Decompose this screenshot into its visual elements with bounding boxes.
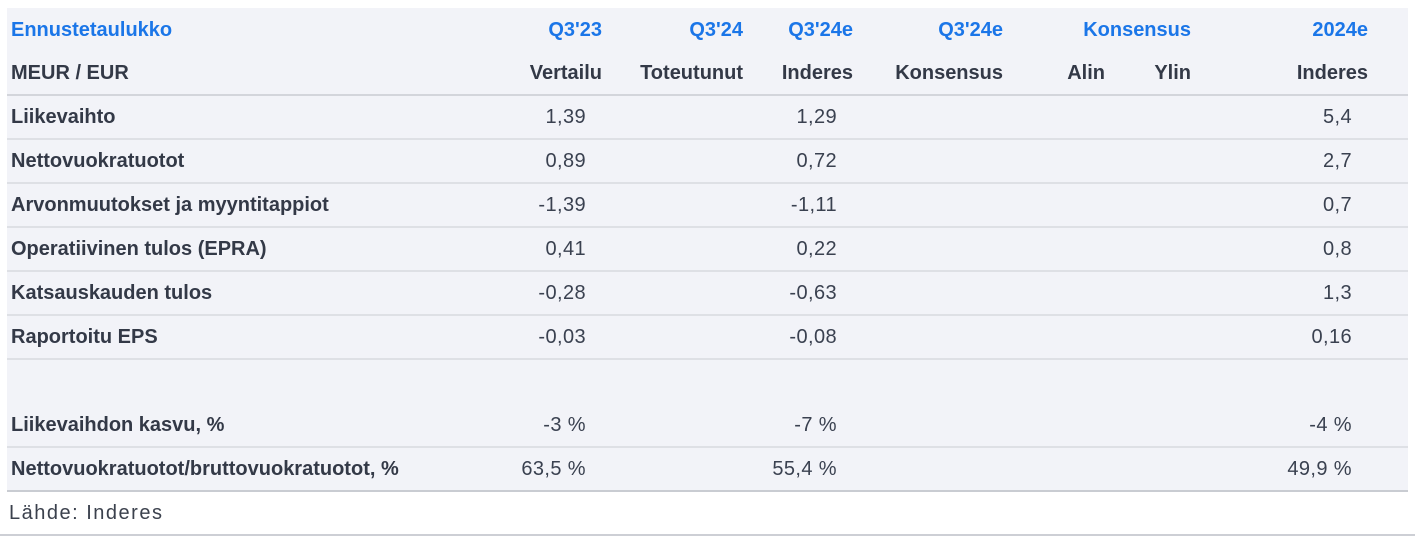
unit-label: MEUR / EUR: [11, 61, 129, 84]
cell-inderes-q3: -0,63: [789, 282, 837, 304]
cell-inderes-2024: 0,8: [1322, 238, 1352, 260]
cell-alin: [1005, 272, 1107, 314]
table-row-liikevaihdon-kasvu: Liikevaihdon kasvu, % -3 % -7 % -4 %: [7, 404, 1408, 448]
cell-alin: [1005, 96, 1107, 138]
col-header-q3-24: Q3'24: [689, 18, 743, 41]
cell-alin: [1005, 140, 1107, 182]
table-row-raportoitu-eps: Raportoitu EPS -0,03 -0,08 0,16: [7, 316, 1408, 360]
cell-vertailu: -3 %: [543, 414, 586, 436]
table-row-operatiivinen-tulos: Operatiivinen tulos (EPRA) 0,41 0,22 0,8: [7, 228, 1408, 272]
empty-spacer-row: [7, 360, 1408, 404]
table-header: Ennustetaulukko Q3'23 Q3'24 Q3'24e Q3'24…: [7, 8, 1408, 96]
cell-toteutunut: [604, 316, 745, 358]
cell-konsensus: [855, 228, 1005, 270]
subheader-konsensus: Konsensus: [895, 61, 1003, 84]
row-label: Arvonmuutokset ja myyntitappiot: [11, 194, 329, 216]
cell-ylin: [1107, 184, 1193, 226]
col-header-q3-24e-inderes: Q3'24e: [788, 18, 853, 41]
cell-vertailu: -0,03: [538, 326, 586, 348]
cell-konsensus: [855, 96, 1005, 138]
cell-vertailu: -0,28: [538, 282, 586, 304]
col-header-2024e: 2024e: [1312, 18, 1368, 41]
table-row-liikevaihto: Liikevaihto 1,39 1,29 5,4: [7, 96, 1408, 140]
cell-inderes-q3: 0,22: [796, 238, 837, 260]
cell-toteutunut: [604, 228, 745, 270]
cell-ylin: [1107, 448, 1193, 490]
cell-inderes-q3: 0,72: [796, 150, 837, 172]
header-row-periods: Ennustetaulukko Q3'23 Q3'24 Q3'24e Q3'24…: [7, 8, 1408, 51]
cell-vertailu: 63,5 %: [521, 458, 586, 480]
row-label: Nettovuokratuotot/bruttovuokratuotot, %: [11, 458, 399, 480]
cell-konsensus: [855, 404, 1005, 446]
cell-toteutunut: [604, 96, 745, 138]
cell-konsensus: [855, 184, 1005, 226]
cell-inderes-q3: 1,29: [796, 106, 837, 128]
cell-ylin: [1107, 404, 1193, 446]
row-label: Katsauskauden tulos: [11, 282, 213, 304]
cell-alin: [1005, 448, 1107, 490]
table-row-nettovuokratuotot: Nettovuokratuotot 0,89 0,72 2,7: [7, 140, 1408, 184]
subheader-vertailu: Vertailu: [529, 61, 602, 84]
subheader-alin: Alin: [1067, 61, 1105, 84]
cell-toteutunut: [604, 184, 745, 226]
cell-inderes-2024: 0,7: [1322, 194, 1352, 216]
cell-inderes-2024: 5,4: [1322, 106, 1352, 128]
cell-alin: [1005, 184, 1107, 226]
cell-inderes-2024: -4 %: [1309, 414, 1352, 436]
cell-vertailu: 0,41: [545, 238, 586, 260]
cell-ylin: [1107, 228, 1193, 270]
cell-alin: [1005, 228, 1107, 270]
subheader-ylin: Ylin: [1154, 61, 1191, 84]
source-row: Lähde: Inderes: [0, 492, 1415, 536]
cell-konsensus: [855, 448, 1005, 490]
row-label: Raportoitu EPS: [11, 326, 158, 348]
subheader-toteutunut: Toteutunut: [640, 61, 743, 84]
cell-toteutunut: [604, 272, 745, 314]
col-header-q3-24e-konsensus: Q3'24e: [938, 18, 1003, 41]
subheader-inderes-q3: Inderes: [781, 61, 853, 84]
cell-inderes-q3: -1,11: [790, 194, 837, 216]
row-label: Operatiivinen tulos (EPRA): [11, 238, 267, 260]
row-label: Liikevaihto: [11, 106, 116, 128]
cell-vertailu: 0,89: [545, 150, 586, 172]
cell-ylin: [1107, 316, 1193, 358]
cell-inderes-2024: 0,16: [1311, 326, 1352, 348]
cell-vertailu: -1,39: [538, 194, 586, 216]
cell-inderes-2024: 1,3: [1322, 282, 1352, 304]
cell-ylin: [1107, 96, 1193, 138]
cell-inderes-q3: -0,08: [789, 326, 837, 348]
cell-vertailu: 1,39: [545, 106, 586, 128]
header-row-subtitles: MEUR / EUR Vertailu Toteutunut Inderes K…: [7, 51, 1408, 94]
row-label: Nettovuokratuotot: [11, 150, 185, 172]
cell-konsensus: [855, 140, 1005, 182]
row-label: Liikevaihdon kasvu, %: [11, 414, 225, 436]
cell-inderes-q3: 55,4 %: [772, 458, 837, 480]
cell-toteutunut: [604, 140, 745, 182]
cell-toteutunut: [604, 448, 745, 490]
subheader-inderes-2024: Inderes: [1296, 61, 1368, 84]
cell-inderes-q3: -7 %: [794, 414, 837, 436]
col-header-konsensus-range: Konsensus: [1083, 18, 1191, 41]
cell-alin: [1005, 404, 1107, 446]
cell-ylin: [1107, 140, 1193, 182]
forecast-table: Ennustetaulukko Q3'23 Q3'24 Q3'24e Q3'24…: [7, 8, 1408, 492]
cell-alin: [1005, 316, 1107, 358]
cell-ylin: [1107, 272, 1193, 314]
cell-konsensus: [855, 316, 1005, 358]
cell-inderes-2024: 2,7: [1322, 150, 1352, 172]
source-note: Lähde: Inderes: [9, 501, 164, 524]
table-row-arvonmuutokset: Arvonmuutokset ja myyntitappiot -1,39 -1…: [7, 184, 1408, 228]
table-row-netto-brutto-suhde: Nettovuokratuotot/bruttovuokratuotot, % …: [7, 448, 1408, 492]
table-row-katsauskauden-tulos: Katsauskauden tulos -0,28 -0,63 1,3: [7, 272, 1408, 316]
cell-toteutunut: [604, 404, 745, 446]
cell-inderes-2024: 49,9 %: [1287, 458, 1352, 480]
cell-konsensus: [855, 272, 1005, 314]
table-title: Ennustetaulukko: [11, 18, 173, 41]
col-header-q3-23: Q3'23: [548, 18, 602, 41]
